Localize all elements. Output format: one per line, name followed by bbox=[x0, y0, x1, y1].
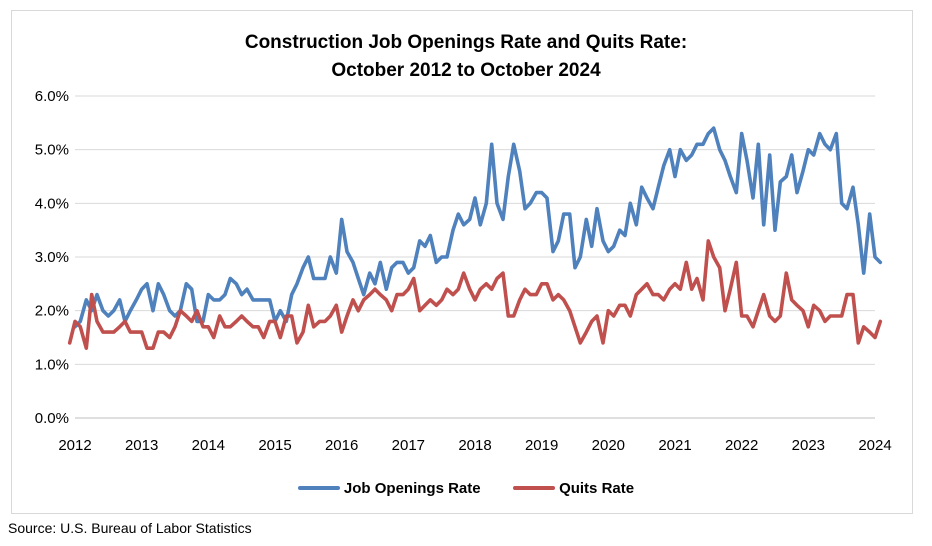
x-tick-label: 2019 bbox=[525, 437, 558, 454]
x-tick-label: 2020 bbox=[592, 437, 625, 454]
chart-legend: Job Openings Rate Quits Rate bbox=[0, 477, 932, 497]
y-tick-label: 3.0% bbox=[35, 249, 69, 266]
y-tick-label: 0.0% bbox=[35, 410, 69, 427]
chart-subtitle: October 2012 to October 2024 bbox=[331, 60, 601, 81]
series-line-quits bbox=[67, 239, 883, 350]
x-tick-label: 2013 bbox=[125, 437, 158, 454]
y-tick-label: 5.0% bbox=[35, 142, 69, 159]
x-tick-label: 2017 bbox=[392, 437, 425, 454]
y-tick-label: 1.0% bbox=[35, 356, 69, 373]
x-tick-label: 2023 bbox=[792, 437, 825, 454]
legend-swatch-quits bbox=[513, 486, 556, 490]
legend-label-job-openings: Job Openings Rate bbox=[343, 479, 481, 497]
y-tick-label: 4.0% bbox=[35, 195, 69, 212]
source-note: Source: U.S. Bureau of Labor Statistics bbox=[8, 520, 252, 536]
x-tick-label: 2015 bbox=[258, 437, 291, 454]
x-tick-label: 2014 bbox=[192, 437, 225, 454]
y-tick-label: 2.0% bbox=[35, 303, 69, 320]
x-tick-label: 2024 bbox=[858, 437, 891, 454]
legend-item-quits: Quits Rate bbox=[513, 480, 634, 497]
legend-swatch-job-openings bbox=[297, 486, 340, 490]
y-tick-label: 6.0% bbox=[35, 88, 69, 105]
x-tick-label: 2016 bbox=[325, 437, 358, 454]
chart-frame bbox=[11, 10, 913, 514]
legend-item-job-openings: Job Openings Rate bbox=[297, 479, 481, 497]
x-tick-label: 2022 bbox=[725, 437, 758, 454]
chart-title: Construction Job Openings Rate and Quits… bbox=[244, 32, 688, 53]
x-tick-label: 2021 bbox=[658, 437, 691, 454]
x-tick-label: 2018 bbox=[458, 437, 491, 454]
legend-label-quits: Quits Rate bbox=[559, 479, 635, 497]
x-tick-label: 2012 bbox=[58, 437, 91, 454]
series-line-job-openings bbox=[73, 126, 883, 329]
